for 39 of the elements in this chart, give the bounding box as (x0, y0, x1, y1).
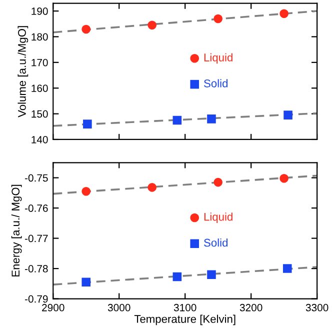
y-tick-label: 170 (32, 58, 48, 66)
x-tick-label: 3200 (240, 304, 262, 312)
legend-label: Solid (204, 238, 228, 247)
point (82, 186, 91, 196)
point (214, 14, 222, 24)
point (148, 20, 156, 30)
point (172, 116, 182, 125)
point (280, 9, 288, 18)
y-tick-label: 190 (32, 8, 48, 15)
point (172, 272, 182, 282)
point (280, 174, 288, 183)
x-axis-title: Temperature [Kelvin] (134, 314, 236, 326)
y-tick-label: -0.76 (24, 204, 48, 212)
x-tick-label: 3100 (174, 304, 196, 312)
legend-label: Liquid (204, 212, 232, 223)
y-tick-label: 150 (32, 110, 48, 118)
x-tick-label: 3300 (306, 304, 328, 312)
y-tick-label: 180 (32, 33, 48, 41)
x-tick-label: 3000 (108, 304, 130, 312)
y-axis-title: Energy [a.u./ MgO] (11, 184, 22, 276)
legend-label: Liquid (204, 53, 232, 64)
point (284, 110, 292, 120)
point (148, 183, 156, 192)
x-tick-label: 2900 (42, 304, 64, 312)
y-tick-label: 140 (32, 136, 48, 144)
y-tick-label: -0.77 (24, 234, 48, 242)
y-axis-title: Volume [a.u./MgO] (18, 26, 28, 118)
y-tick-label: -0.78 (24, 265, 48, 272)
point (282, 264, 292, 273)
y-tick-label: 160 (32, 84, 48, 92)
y-tick-label: -0.75 (24, 174, 48, 182)
point (83, 120, 92, 128)
y-tick-label: -0.79 (24, 295, 48, 303)
point (207, 114, 216, 124)
point (214, 178, 222, 187)
point (207, 270, 216, 279)
legend-label: Solid (204, 79, 228, 88)
point (82, 278, 91, 287)
point (82, 24, 91, 34)
